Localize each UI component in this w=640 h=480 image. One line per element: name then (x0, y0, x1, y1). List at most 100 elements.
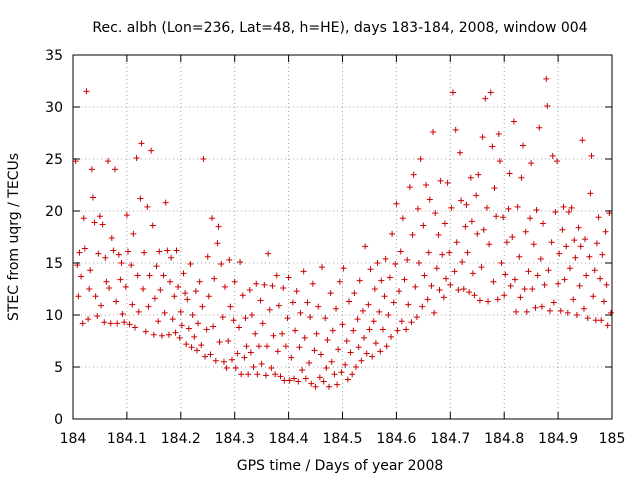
data-point (404, 256, 411, 263)
y-tick-label: 0 (54, 412, 63, 428)
data-point (603, 281, 610, 288)
data-point (254, 371, 261, 378)
data-point (534, 272, 541, 279)
data-point (580, 305, 587, 312)
data-point (389, 230, 396, 237)
data-point (292, 327, 299, 334)
data-point (335, 346, 342, 353)
data-point (199, 303, 206, 310)
data-point (480, 226, 487, 233)
data-point (554, 158, 561, 165)
data-point (463, 201, 470, 208)
data-point (124, 248, 131, 255)
data-point (209, 215, 216, 222)
data-point (442, 275, 449, 282)
data-point (151, 295, 158, 302)
data-point (99, 221, 106, 228)
data-point (478, 264, 485, 271)
data-point (355, 344, 362, 351)
data-point (242, 315, 249, 322)
data-point (88, 166, 95, 173)
data-point (115, 251, 122, 258)
data-point (130, 230, 137, 237)
data-point (212, 357, 219, 364)
data-point (86, 286, 93, 292)
data-point (248, 312, 255, 318)
data-point (112, 166, 119, 173)
data-point (432, 210, 439, 217)
data-point (489, 143, 496, 150)
data-point (329, 327, 336, 334)
data-point (161, 309, 168, 316)
data-point (144, 203, 151, 210)
data-point (345, 298, 352, 305)
data-point (343, 338, 350, 344)
data-point (458, 197, 465, 204)
data-points (72, 75, 614, 390)
data-point (274, 348, 281, 355)
data-point (101, 319, 108, 326)
data-point (168, 254, 175, 261)
data-point (133, 154, 140, 161)
data-point (490, 278, 497, 285)
x-tick-label: 184.5 (322, 431, 362, 447)
data-point (577, 243, 584, 250)
data-point (471, 292, 478, 299)
data-point (320, 378, 327, 385)
data-point (371, 286, 378, 292)
data-point (398, 318, 405, 325)
x-tick-label: 184.4 (269, 431, 309, 447)
data-point (385, 312, 392, 318)
data-point (449, 89, 456, 96)
data-point (78, 273, 85, 280)
y-tick-label: 25 (45, 152, 63, 168)
data-point (316, 374, 323, 381)
data-point (102, 254, 109, 261)
data-point (503, 239, 510, 246)
data-point (533, 206, 540, 213)
data-point (227, 303, 234, 310)
data-point (282, 343, 289, 350)
data-point (406, 184, 413, 191)
data-point (210, 323, 217, 330)
data-point (331, 371, 338, 378)
data-point (252, 330, 259, 337)
data-point (361, 334, 368, 341)
data-point (94, 313, 101, 320)
data-point (155, 318, 162, 325)
data-point (388, 333, 395, 340)
data-point (390, 299, 397, 306)
data-point (425, 249, 432, 256)
data-point (167, 278, 174, 285)
data-point (485, 298, 492, 305)
data-point (556, 250, 563, 257)
data-point (527, 215, 534, 222)
data-point (598, 317, 605, 324)
data-point (547, 307, 554, 314)
data-point (599, 251, 606, 258)
data-point (149, 222, 156, 229)
data-point (511, 276, 518, 283)
data-point (106, 284, 113, 291)
data-point (173, 247, 180, 254)
data-point (226, 256, 233, 263)
data-point (164, 247, 171, 254)
data-point (317, 351, 324, 358)
data-point (459, 258, 466, 265)
data-point (573, 312, 580, 318)
data-point (374, 260, 381, 266)
data-point (498, 260, 505, 266)
data-point (134, 272, 141, 279)
x-tick-label: 184.9 (538, 431, 578, 447)
data-point (178, 322, 185, 329)
data-point (192, 288, 199, 295)
data-point (579, 137, 586, 144)
data-point (413, 314, 420, 321)
data-point (258, 360, 265, 367)
data-point (401, 276, 408, 283)
data-point (362, 243, 369, 250)
data-point (300, 268, 307, 275)
grid (73, 55, 612, 419)
data-point (403, 326, 410, 333)
data-point (250, 364, 257, 370)
